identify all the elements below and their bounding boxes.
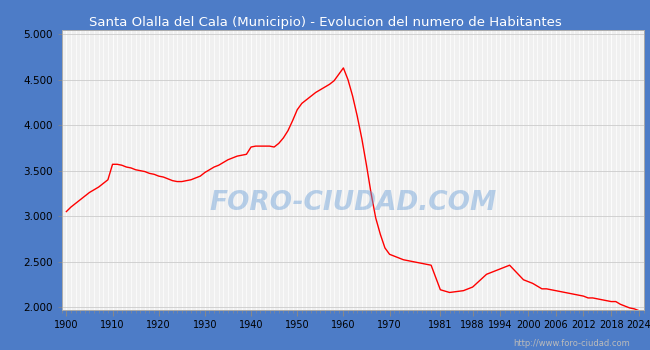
Text: FORO-CIUDAD.COM: FORO-CIUDAD.COM bbox=[209, 190, 496, 216]
Text: http://www.foro-ciudad.com: http://www.foro-ciudad.com bbox=[514, 339, 630, 348]
Text: Santa Olalla del Cala (Municipio) - Evolucion del numero de Habitantes: Santa Olalla del Cala (Municipio) - Evol… bbox=[88, 16, 562, 29]
